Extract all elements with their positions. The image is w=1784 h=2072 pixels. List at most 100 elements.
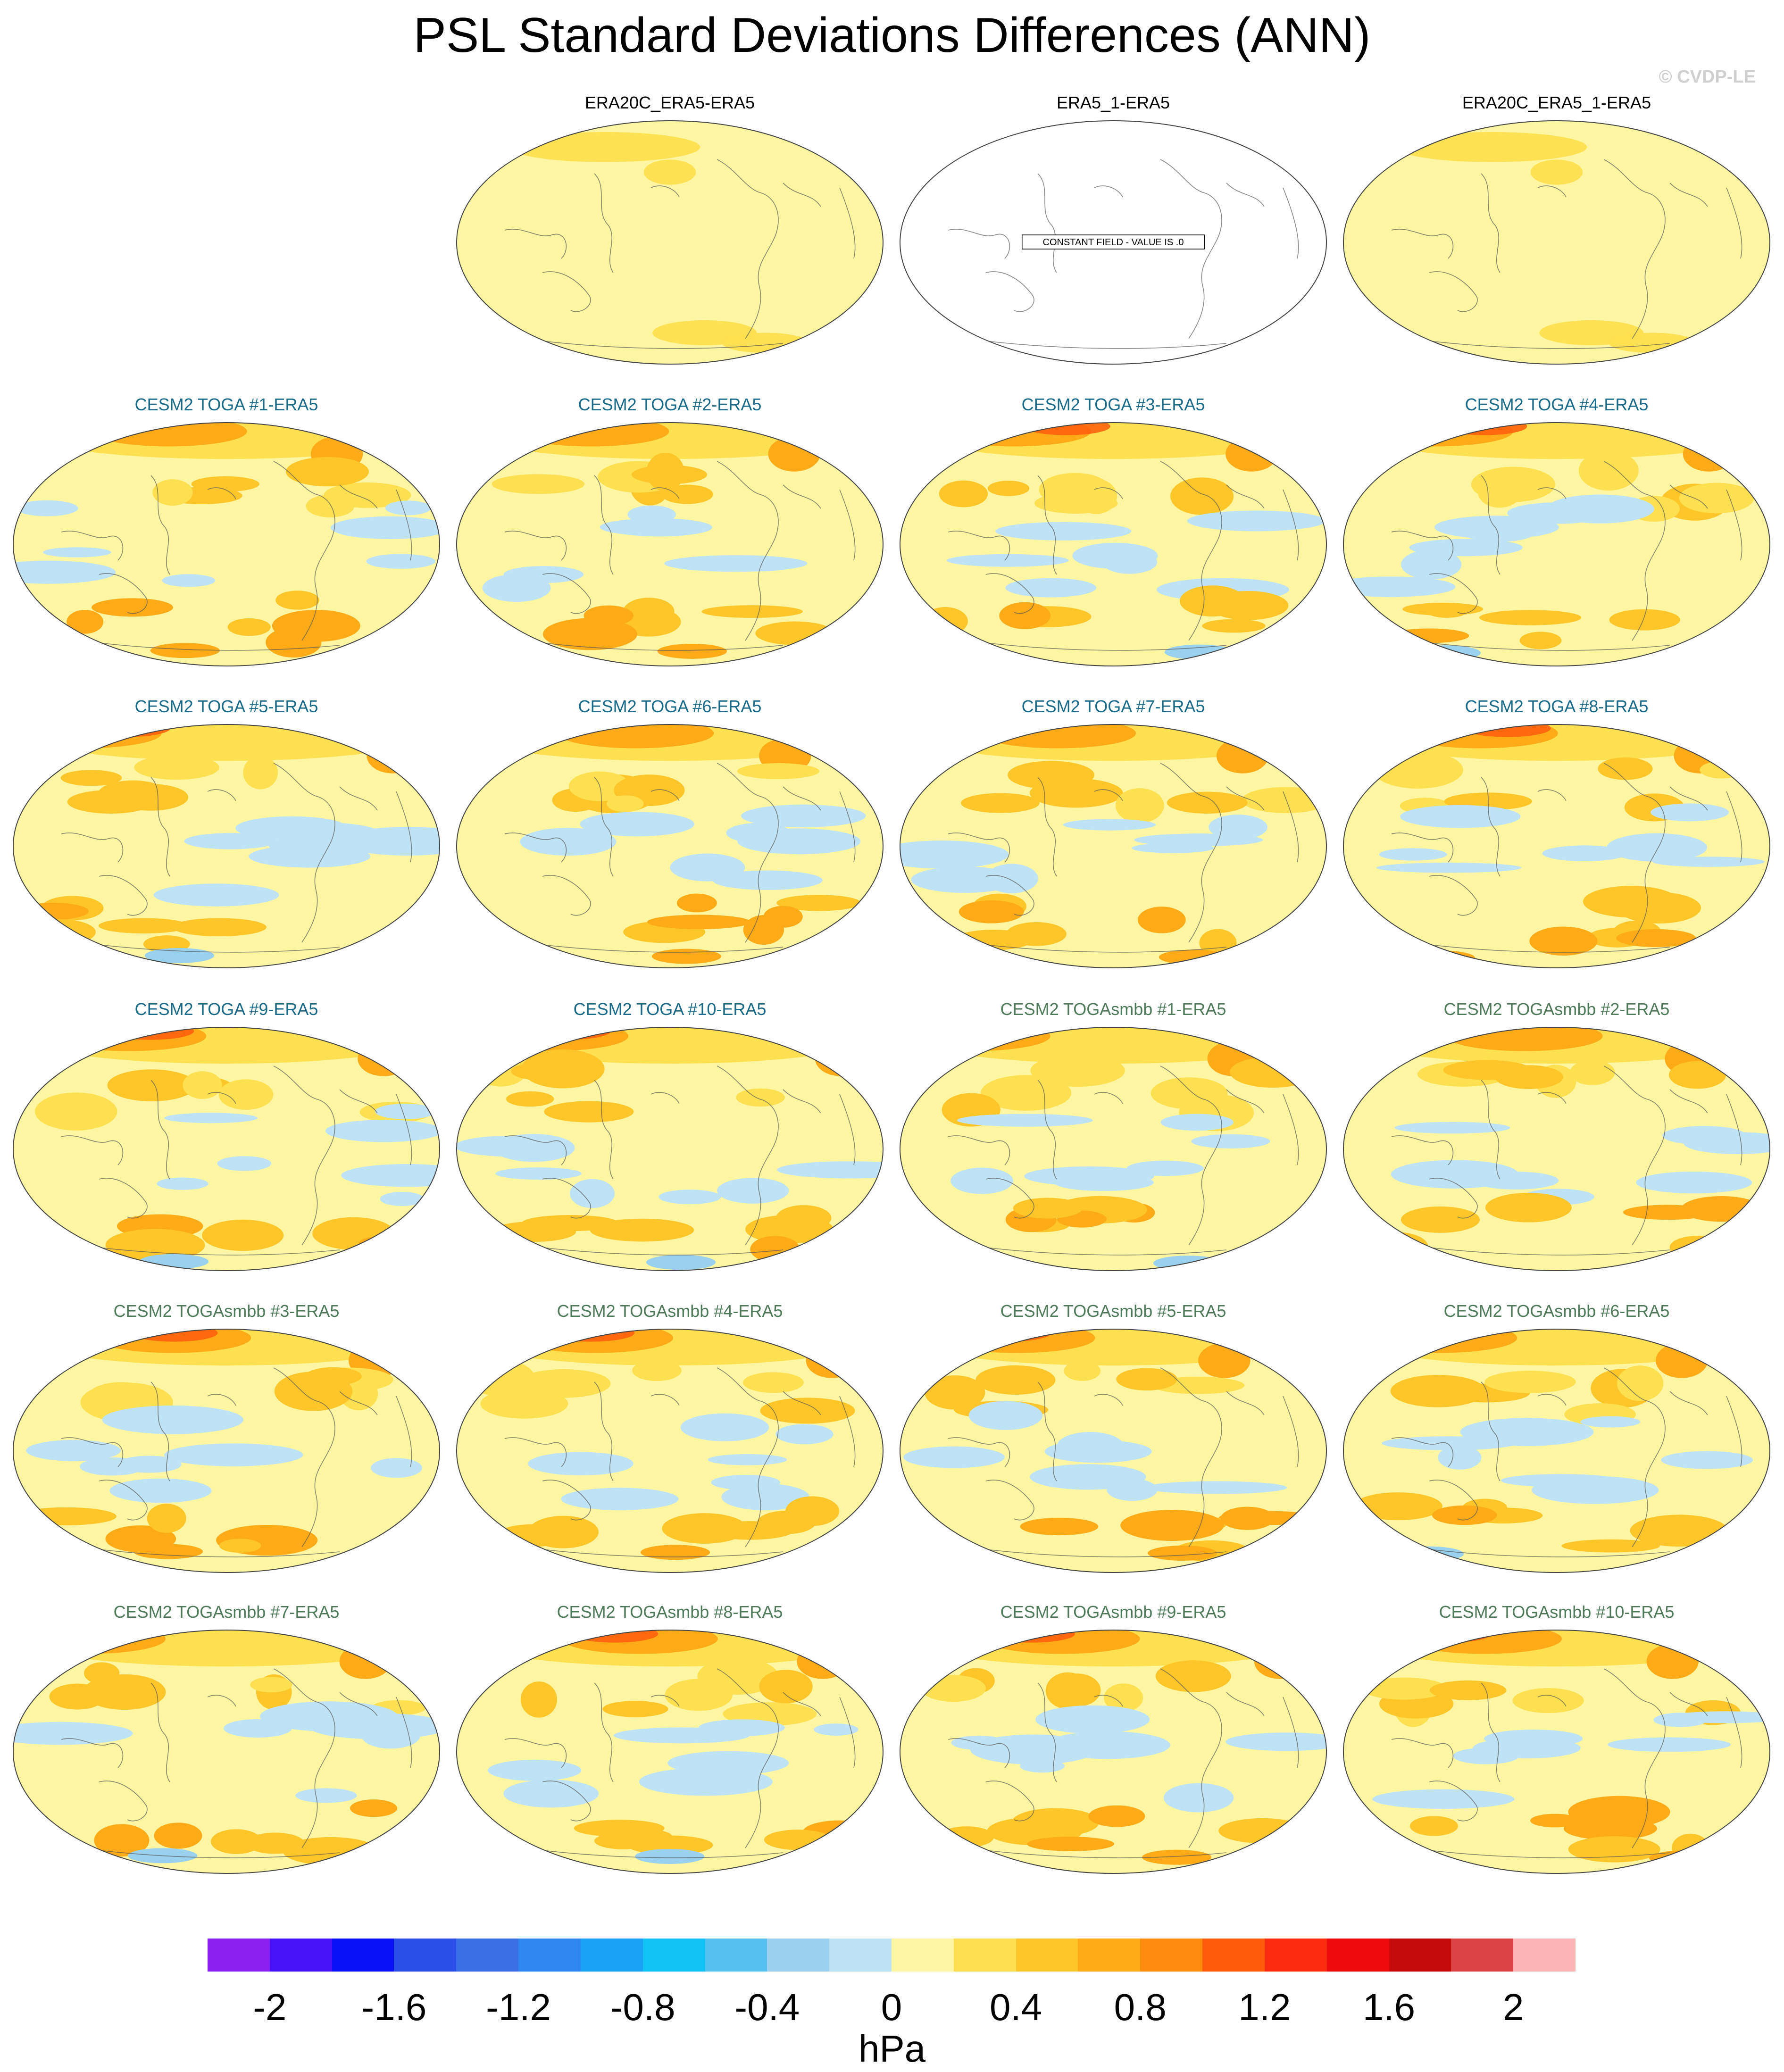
colorbar-swatch xyxy=(705,1939,767,1972)
figure-title: PSL Standard Deviations Differences (ANN… xyxy=(413,8,1371,63)
map-field xyxy=(467,1329,865,1560)
map-svg xyxy=(1343,1630,1770,1874)
map-outline xyxy=(900,1329,1327,1573)
map-svg xyxy=(13,1329,440,1573)
coastlines xyxy=(948,763,1299,953)
panel-title: CESM2 TOGA #5-ERA5 xyxy=(134,697,318,716)
map-svg xyxy=(1343,120,1770,365)
watermark: © CVDP-LE xyxy=(1659,67,1756,87)
map-outline xyxy=(13,1630,440,1874)
coastlines xyxy=(948,159,1299,349)
colorbar-swatch xyxy=(208,1939,270,1972)
coastlines xyxy=(504,1065,856,1256)
panel-title: CESM2 TOGA #8-ERA5 xyxy=(1465,697,1649,716)
map-panel: CESM2 TOGAsmbb #4-ERA5 xyxy=(453,1303,887,1576)
panel-title: CESM2 TOGAsmbb #5-ERA5 xyxy=(1000,1301,1226,1321)
colorbar-swatch xyxy=(1202,1939,1265,1972)
map-panel: CESM2 TOGA #3-ERA5 xyxy=(896,396,1330,670)
map-outline xyxy=(900,422,1327,666)
coastlines xyxy=(61,763,412,953)
map-field xyxy=(1353,1329,1753,1562)
map-panel: ERA20C_ERA5_1-ERA5 xyxy=(1340,94,1774,368)
map-svg xyxy=(1343,1027,1770,1271)
colorbar-swatch xyxy=(1513,1939,1576,1972)
map-panel: ERA20C_ERA5-ERA5 xyxy=(453,94,887,368)
coastlines xyxy=(61,461,412,651)
map-svg xyxy=(1343,724,1770,968)
map-field xyxy=(475,724,866,964)
colorbar-swatch xyxy=(1326,1939,1390,1972)
map-svg xyxy=(456,724,884,968)
panel-title: CESM2 TOGA #3-ERA5 xyxy=(1021,395,1205,414)
coastlines xyxy=(504,1668,856,1858)
map-field xyxy=(900,724,1326,965)
constant-field-text: CONSTANT FIELD - VALUE IS .0 xyxy=(1043,237,1184,248)
map-outline xyxy=(13,1329,440,1573)
panel-title: CESM2 TOGAsmbb #10-ERA5 xyxy=(1439,1602,1675,1622)
map-field xyxy=(1361,724,1765,965)
map-panel: CESM2 TOGAsmbb #8-ERA5 xyxy=(453,1604,887,1877)
map-outline xyxy=(900,724,1327,968)
colorbar-swatch xyxy=(642,1939,706,1972)
colorbar-swatch xyxy=(456,1939,519,1972)
panel-title: CESM2 TOGAsmbb #1-ERA5 xyxy=(1000,999,1226,1019)
coastlines xyxy=(1391,763,1742,953)
map-svg xyxy=(900,1329,1327,1573)
coastlines xyxy=(1391,1065,1742,1256)
map-svg xyxy=(900,422,1327,666)
colorbar-units: hPa xyxy=(858,2028,926,2070)
panel-title: ERA5_1-ERA5 xyxy=(1056,93,1170,112)
panel-title: CESM2 TOGA #4-ERA5 xyxy=(1465,395,1649,414)
map-outline xyxy=(1343,422,1770,666)
map-panel: CESM2 TOGAsmbb #9-ERA5 xyxy=(896,1604,1330,1877)
panel-title: CESM2 TOGA #10-ERA5 xyxy=(573,999,767,1019)
map-outline xyxy=(1343,1027,1770,1271)
colorbar-swatch xyxy=(580,1939,643,1972)
colorbar-tick: -0.8 xyxy=(610,1986,675,2028)
map-panel: CESM2 TOGAsmbb #10-ERA5 xyxy=(1340,1604,1774,1877)
map-globe xyxy=(457,121,883,364)
panel-title: CESM2 TOGAsmbb #8-ERA5 xyxy=(557,1602,783,1622)
panel-title: CESM2 TOGAsmbb #9-ERA5 xyxy=(1000,1602,1226,1622)
colorbar xyxy=(208,1939,1576,1972)
map-panel: CESM2 TOGA #1-ERA5 xyxy=(9,396,443,670)
map-outline xyxy=(456,1027,884,1271)
coastlines xyxy=(61,1367,412,1557)
coastlines xyxy=(504,159,856,349)
map-panel: CESM2 TOGA #10-ERA5 xyxy=(453,1001,887,1274)
colorbar-tick: -2 xyxy=(253,1986,287,2028)
colorbar-swatch xyxy=(829,1939,892,1972)
panel-title: ERA20C_ERA5_1-ERA5 xyxy=(1462,93,1651,112)
map-outline xyxy=(456,1329,884,1573)
map-svg xyxy=(900,1027,1327,1271)
map-panel: CESM2 TOGA #5-ERA5 xyxy=(9,698,443,972)
panel-title: CESM2 TOGA #6-ERA5 xyxy=(578,697,762,716)
map-outline xyxy=(456,1630,884,1874)
map-panel: CESM2 TOGAsmbb #5-ERA5 xyxy=(896,1303,1330,1576)
coastlines xyxy=(948,1668,1299,1858)
coastlines xyxy=(504,763,856,953)
constant-field-note: CONSTANT FIELD - VALUE IS .0 xyxy=(1022,234,1205,250)
colorbar-swatch xyxy=(1016,1939,1078,1972)
colorbar-swatch xyxy=(332,1939,394,1972)
map-outline xyxy=(900,120,1327,365)
map-svg xyxy=(456,1027,884,1271)
map-panel: CESM2 TOGAsmbb #3-ERA5 xyxy=(9,1303,443,1576)
map-panel: CESM2 TOGA #8-ERA5 xyxy=(1340,698,1774,972)
coastlines xyxy=(1391,1668,1742,1858)
coastlines xyxy=(1391,461,1742,651)
colorbar-tick: 0.8 xyxy=(1114,1986,1167,2028)
panel-title: ERA20C_ERA5-ERA5 xyxy=(584,93,755,112)
map-svg xyxy=(456,422,884,666)
coastlines xyxy=(504,461,856,651)
map-panel: CESM2 TOGA #4-ERA5 xyxy=(1340,396,1774,670)
map-outline xyxy=(456,120,884,365)
map-outline xyxy=(1343,120,1770,365)
panel-title: CESM2 TOGAsmbb #7-ERA5 xyxy=(113,1602,340,1622)
panel-title: CESM2 TOGAsmbb #2-ERA5 xyxy=(1443,999,1670,1019)
coastlines xyxy=(1391,1367,1742,1557)
coastlines xyxy=(948,461,1299,651)
panel-title: CESM2 TOGAsmbb #3-ERA5 xyxy=(113,1301,340,1321)
map-svg xyxy=(900,1630,1327,1874)
map-panel: CESM2 TOGAsmbb #6-ERA5 xyxy=(1340,1303,1774,1576)
